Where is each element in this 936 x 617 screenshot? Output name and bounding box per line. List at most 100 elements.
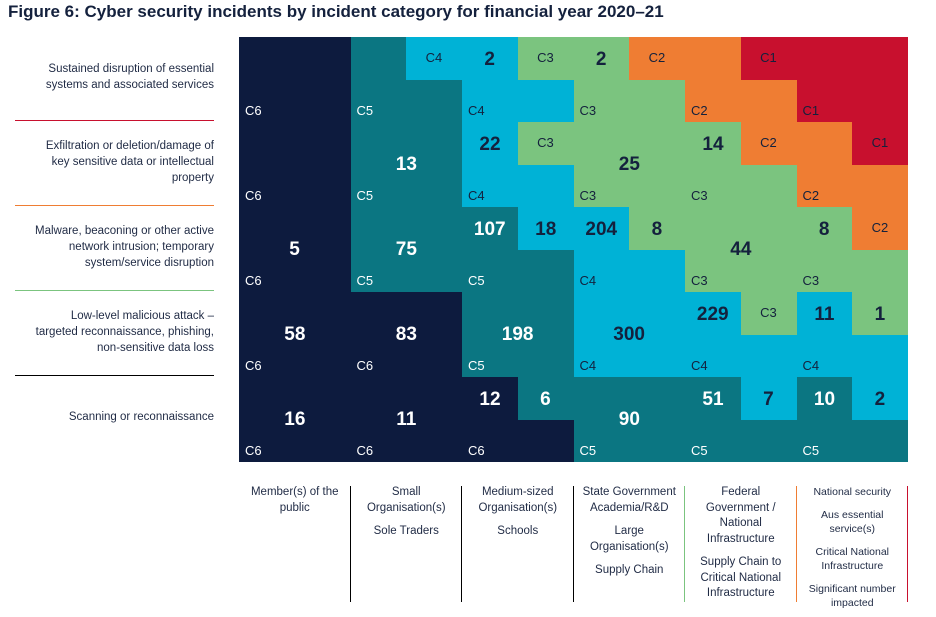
cell-code: C6 xyxy=(245,103,262,118)
cell-r3-c1 xyxy=(350,292,462,377)
cell-r3-c0 xyxy=(239,292,351,377)
cell-code: C5 xyxy=(356,103,374,118)
label-gap xyxy=(351,516,461,524)
column-label: State Government Academia/R&D Large Organis… xyxy=(574,485,684,579)
row-separator xyxy=(15,120,214,121)
row-label: Low-level malicious attack – targeted rec… xyxy=(0,308,214,356)
column-label-line: Significant number xyxy=(808,582,896,595)
cell-code: C5 xyxy=(468,358,485,373)
cell-inner-value: 18 xyxy=(535,219,557,240)
cell-code: C3 xyxy=(802,273,820,288)
cell-code: C4 xyxy=(579,358,597,373)
cell-value: 22 xyxy=(479,134,501,155)
row-label-line: Sustained disruption of essential xyxy=(48,62,214,75)
column-separator xyxy=(461,486,462,602)
column-separator xyxy=(796,486,797,602)
cell-code: C1 xyxy=(802,103,820,118)
cell-value: 90 xyxy=(618,409,640,430)
row-label: Scanning or reconnaissance xyxy=(0,409,214,425)
cell-code: C4 xyxy=(579,273,597,288)
column-label-line: Aus essential xyxy=(821,508,884,521)
cell-inner-code: C2 xyxy=(760,135,777,150)
cell-code: C6 xyxy=(468,443,485,458)
cell-value: 75 xyxy=(395,239,417,260)
row-label-line: property xyxy=(171,171,214,184)
cell-r4-c1 xyxy=(350,377,462,462)
cell-inner-r3-c5 xyxy=(852,292,908,335)
cell-inner-value: 2 xyxy=(874,389,886,410)
cell-value: 204 xyxy=(585,219,618,240)
column-label-line: impacted xyxy=(830,597,874,609)
cell-value: 107 xyxy=(473,219,506,240)
column-label-line: Infrastructure xyxy=(821,560,884,572)
cell-value: 198 xyxy=(501,324,534,345)
cell-value: 2 xyxy=(484,49,495,70)
column-label: Small Organisation(s) Sole Traders xyxy=(351,485,461,540)
cell-code: C6 xyxy=(245,188,262,203)
row-label: Exfiltration or deletion/damage of key se… xyxy=(0,138,214,186)
cell-value: 13 xyxy=(395,154,417,175)
cell-value: 25 xyxy=(618,154,640,175)
cell-inner-value: 7 xyxy=(763,389,774,410)
cell-inner-value: 6 xyxy=(540,389,551,410)
column-label: National security Aus essential service(s)… xyxy=(797,485,907,611)
cell-inner-code: C3 xyxy=(537,50,554,65)
cell-value: 300 xyxy=(613,324,645,345)
column-label: Federal Government / National Infrastructur… xyxy=(686,485,796,602)
cell-value: 14 xyxy=(702,134,724,155)
row-label-line: Malware, beaconing or other active xyxy=(35,224,214,237)
cell-code: C4 xyxy=(468,103,485,118)
column-label-line: Infrastructure xyxy=(706,532,775,545)
cell-code: C4 xyxy=(691,358,708,373)
row-label-line: targeted reconnaissance, phishing, xyxy=(35,325,214,338)
cell-inner-r2-c2 xyxy=(517,207,574,250)
cell-r1-c3 xyxy=(573,122,685,207)
cell-r1-c1 xyxy=(350,122,462,207)
column-separator xyxy=(684,486,685,602)
column-label: Medium-sized Organisation(s) Schools xyxy=(463,485,573,540)
cell-inner-r4-c4 xyxy=(740,377,797,420)
cell-inner-r1-c5 xyxy=(852,122,908,165)
row-separator xyxy=(15,375,214,376)
cell-inner-r4-c2 xyxy=(517,377,574,420)
column-label-line: Small xyxy=(391,486,421,498)
chart-title: Figure 6: Cyber security incidents by in… xyxy=(8,2,664,21)
row-separator xyxy=(15,205,214,206)
column-label-line: service(s) xyxy=(829,523,875,535)
cell-r3-c2 xyxy=(462,292,574,377)
label-gap xyxy=(574,516,684,524)
cell-inner-r2-c3 xyxy=(629,207,685,250)
column-label-line: National security xyxy=(813,486,892,498)
cell-value: 5 xyxy=(289,239,300,260)
cell-r2-c0 xyxy=(239,207,351,292)
cell-code: C4 xyxy=(802,358,820,373)
cell-inner-code: C1 xyxy=(871,135,889,150)
label-gap xyxy=(797,574,907,582)
column-label-line: State Government xyxy=(582,486,676,498)
cell-inner-code: C2 xyxy=(648,50,666,65)
column-label-line: public xyxy=(279,501,310,514)
cell-value: 83 xyxy=(395,324,417,345)
column-label-line: Government / xyxy=(705,501,776,514)
cell-value: 11 xyxy=(814,304,835,325)
column-label-line: Large xyxy=(614,525,644,537)
row-label: Sustained disruption of essential systems… xyxy=(0,61,214,93)
cell-value: 12 xyxy=(479,389,501,410)
cell-value: 16 xyxy=(284,409,306,430)
cell-inner-value: 1 xyxy=(874,304,886,325)
cell-r4-c0 xyxy=(239,377,351,462)
cell-inner-r1-c4 xyxy=(740,122,797,165)
column-label-line: Schools xyxy=(497,525,539,537)
cell-code: C6 xyxy=(356,358,374,373)
column-separator xyxy=(907,486,908,602)
column-label-line: Federal xyxy=(721,486,761,498)
label-gap xyxy=(797,537,907,545)
column-label-line: Organisation(s) xyxy=(478,501,558,514)
cell-code: C2 xyxy=(802,188,820,203)
cell-inner-code: C1 xyxy=(760,50,777,65)
cell-r1-c0 xyxy=(239,122,351,207)
column-separator xyxy=(350,486,351,602)
cell-inner-r1-c2 xyxy=(517,122,574,165)
cell-code: C5 xyxy=(579,443,597,458)
